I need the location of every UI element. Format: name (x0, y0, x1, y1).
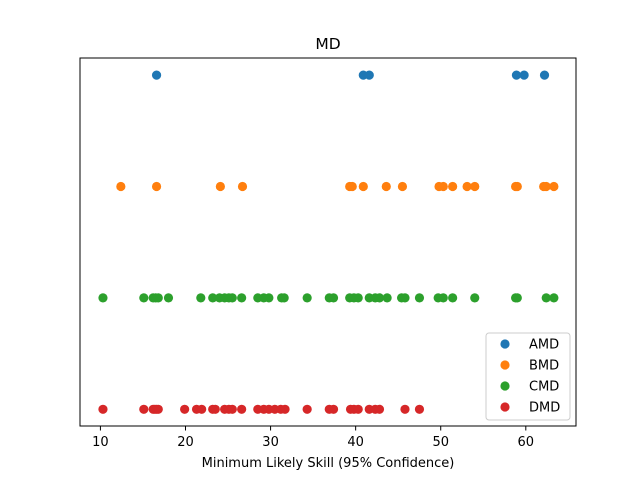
data-point (470, 293, 480, 303)
series-dmd (98, 404, 425, 414)
plot-frame (79, 57, 577, 427)
data-point (539, 70, 550, 80)
data-point (347, 181, 357, 192)
legend-label: CMD (529, 380, 559, 395)
data-point (280, 404, 290, 414)
x-axis-label: Minimum Likely Skill (95% Confidence) (202, 456, 455, 471)
x-axis-ticks: 10 20 30 40 50 60 (92, 426, 534, 450)
data-point (302, 404, 312, 414)
data-point (397, 181, 408, 192)
data-point (197, 404, 207, 414)
series-bmd (116, 181, 559, 192)
data-point (279, 293, 289, 303)
data-point (151, 181, 162, 192)
data-point (237, 181, 248, 192)
data-point (153, 404, 163, 414)
data-point (541, 293, 551, 303)
data-point (153, 293, 163, 303)
data-point (237, 293, 247, 303)
data-point (414, 293, 425, 303)
legend-marker (500, 402, 510, 412)
x-tick-label: 10 (92, 435, 109, 450)
data-point (215, 181, 225, 192)
data-point (358, 181, 368, 192)
data-point (374, 293, 385, 303)
data-point (227, 293, 237, 303)
data-point (414, 404, 425, 414)
data-point (541, 181, 551, 192)
data-point (139, 404, 149, 414)
data-point (98, 293, 108, 303)
data-point (163, 293, 174, 303)
x-tick-label: 20 (177, 435, 194, 450)
data-point (364, 70, 374, 80)
data-point (512, 293, 522, 303)
series-amd (151, 70, 550, 80)
data-point (438, 181, 448, 192)
data-point (139, 293, 149, 303)
legend-label: AMD (529, 338, 559, 353)
data-point (227, 404, 237, 414)
series-cmd (98, 293, 559, 303)
legend-label: DMD (529, 401, 560, 416)
data-point (519, 70, 529, 80)
data-point (98, 404, 108, 414)
data-point (462, 181, 472, 192)
x-tick-label: 60 (518, 435, 535, 450)
legend: AMD BMD CMD DMD (485, 332, 571, 421)
data-point (116, 181, 126, 192)
data-point (210, 404, 220, 414)
legend-marker (500, 339, 510, 349)
data-point (208, 293, 218, 303)
data-point (400, 293, 410, 303)
data-point (549, 293, 559, 303)
legend-marker (500, 360, 510, 370)
x-tick-label: 40 (347, 435, 364, 450)
data-point (549, 181, 559, 192)
data-point (438, 293, 448, 303)
data-point (302, 293, 312, 303)
data-point (353, 404, 363, 414)
data-point (511, 70, 522, 80)
legend-marker (500, 381, 510, 391)
data-point (400, 404, 410, 414)
data-point (196, 293, 206, 303)
legend-frame (485, 332, 571, 421)
data-point (328, 293, 339, 303)
data-point (353, 293, 363, 303)
data-point (448, 293, 458, 303)
data-point (470, 181, 480, 192)
data-point (382, 293, 392, 303)
data-point (328, 404, 339, 414)
data-point (448, 181, 458, 192)
data-point (264, 293, 274, 303)
data-point (180, 404, 190, 414)
data-point (512, 181, 522, 192)
legend-label: BMD (529, 359, 559, 374)
data-point (374, 404, 385, 414)
data-point (237, 404, 247, 414)
x-tick-label: 30 (262, 435, 279, 450)
data-point (151, 70, 162, 80)
chart-title: MD (315, 35, 340, 53)
points-layer (98, 70, 559, 414)
data-point (381, 181, 391, 192)
x-tick-label: 50 (432, 435, 449, 450)
